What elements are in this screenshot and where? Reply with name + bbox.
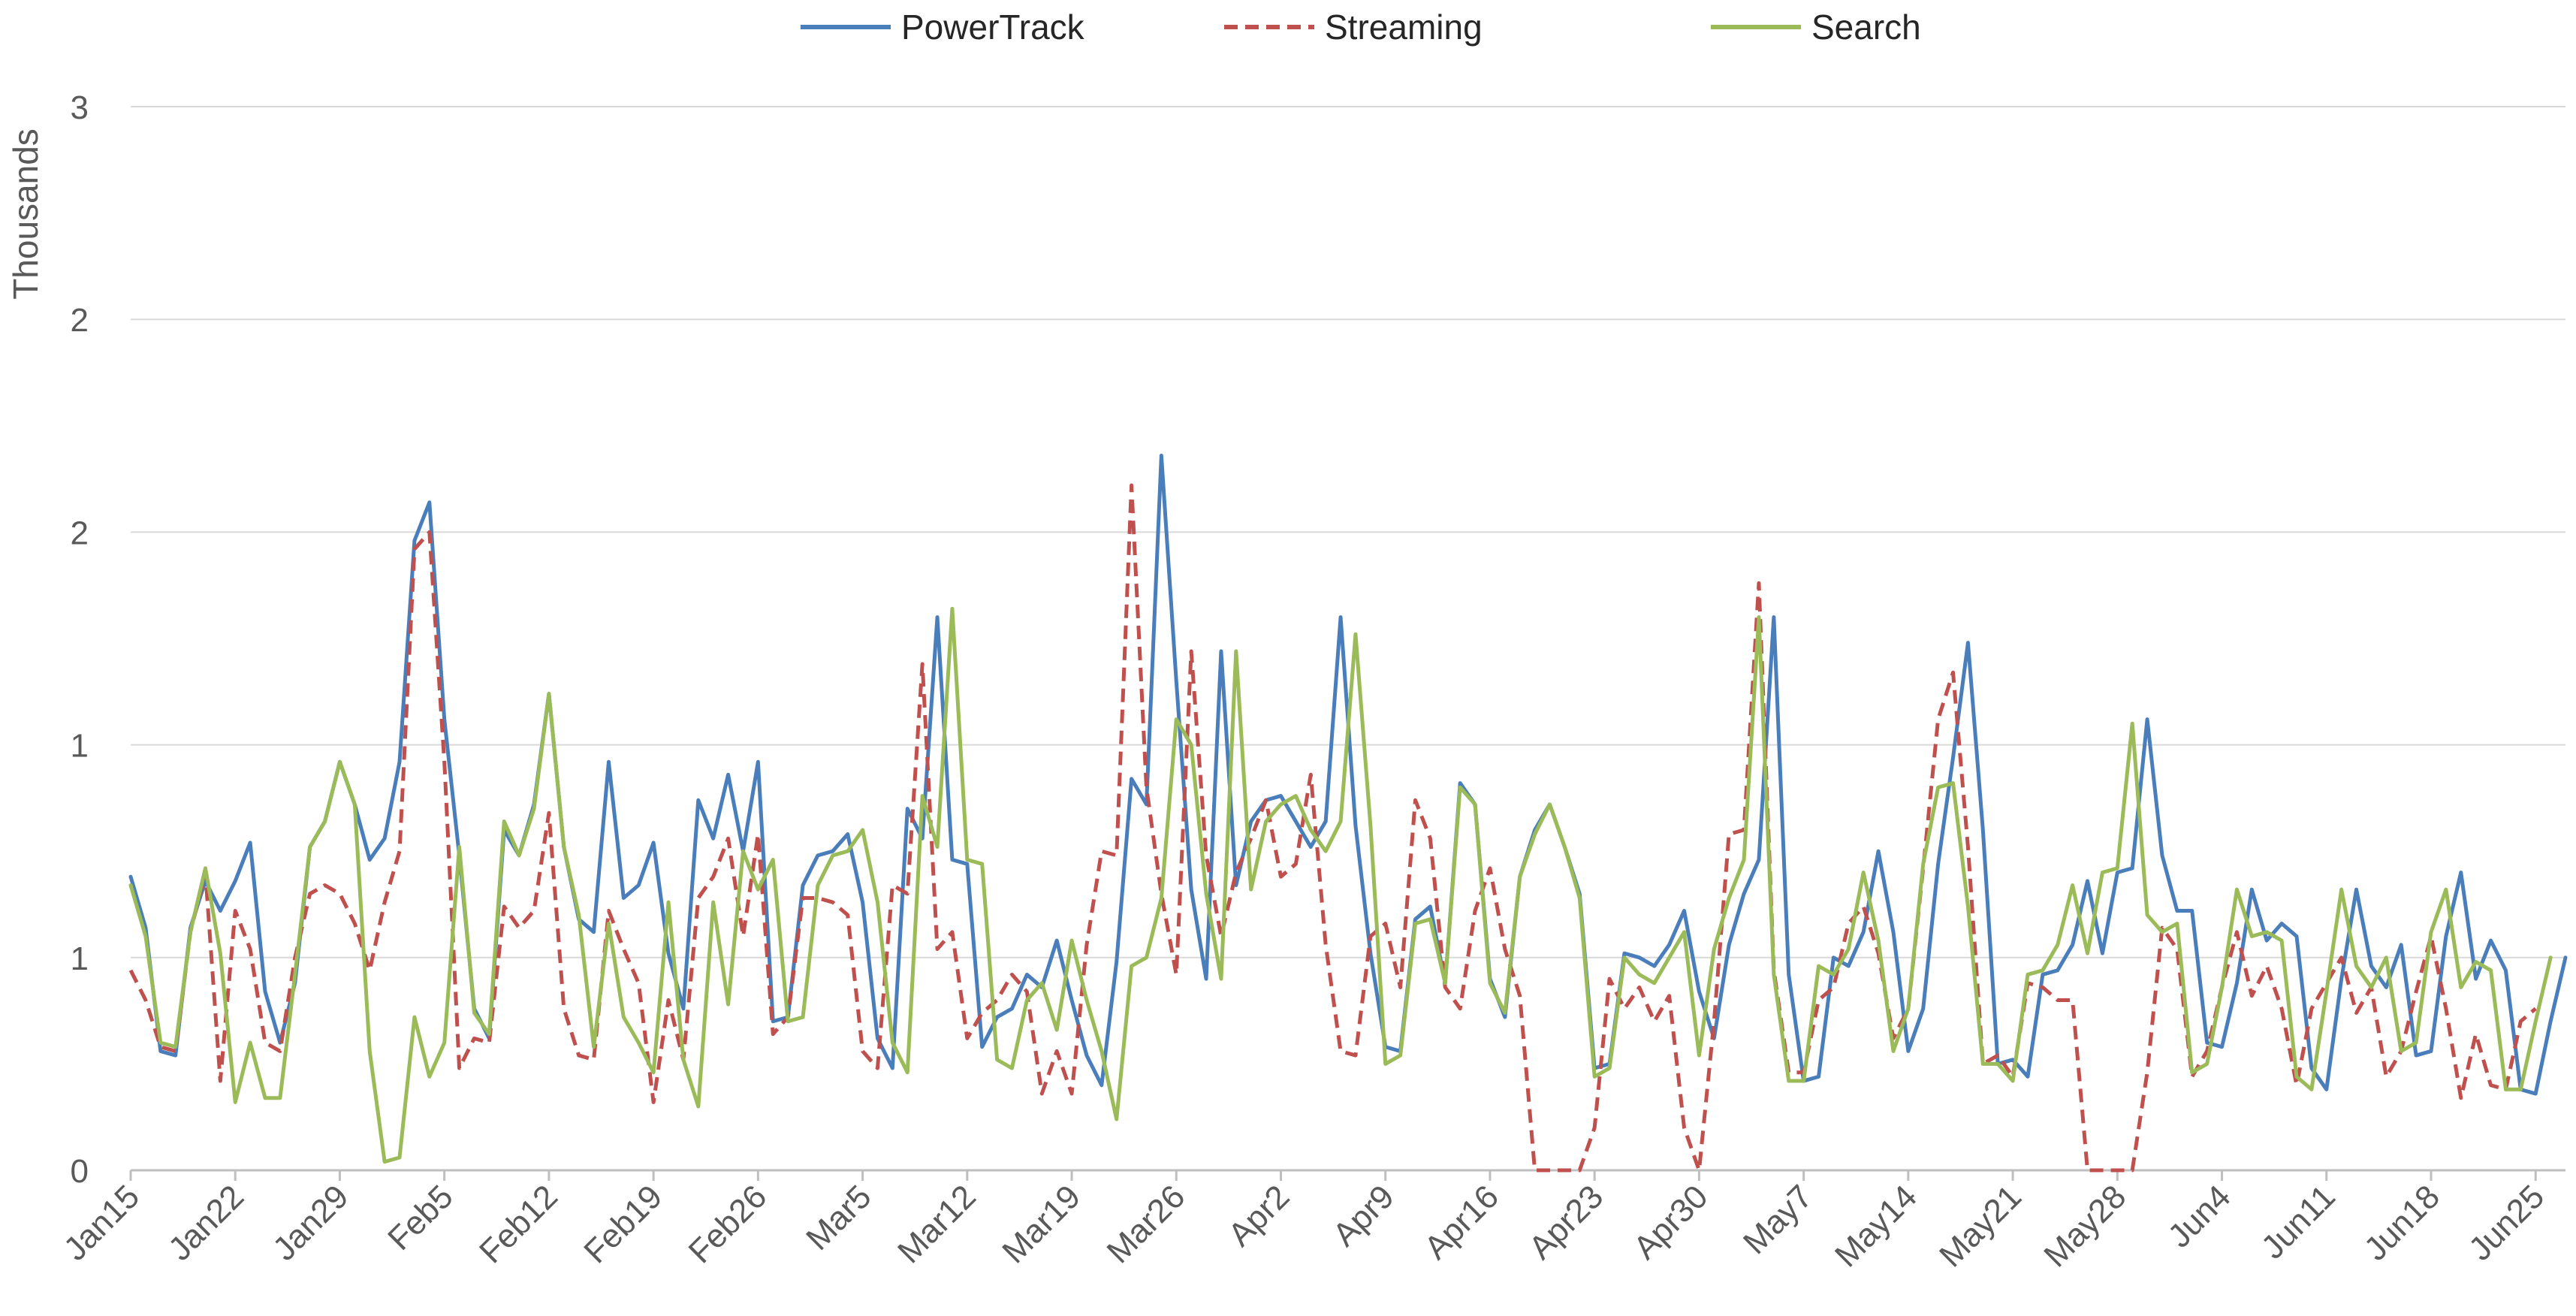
y-tick-label: 2 [71,302,89,339]
x-tick-label: Apr2 [1221,1178,1296,1253]
x-tick-label: Mar12 [891,1178,983,1270]
x-tick-label: Jan29 [266,1178,355,1267]
x-tick-label: Apr16 [1417,1178,1506,1266]
x-tick-label: Apr23 [1522,1178,1611,1266]
x-tick-label: May21 [1932,1178,2029,1274]
x-tick-label: Feb19 [577,1178,669,1270]
x-tick-label: May28 [2037,1178,2133,1274]
series-line-streaming [128,483,2537,1173]
x-tick-label: Jan22 [161,1178,251,1267]
legend: PowerTrack Streaming Search [801,8,1921,47]
y-tick-label: 1 [71,940,89,977]
gridlines [131,106,2565,958]
x-tick-label: Mar26 [1100,1178,1193,1270]
x-tick-label: Jun25 [2462,1178,2551,1267]
x-tick-label: Feb26 [682,1178,774,1270]
y-axis-title: Thousands [6,128,45,300]
x-tick-label: May14 [1828,1178,1924,1274]
y-axis-tick-labels: 0 1 1 2 2 3 [71,89,89,1190]
y-tick-label: 1 [71,728,89,765]
x-tick-label: Feb5 [381,1178,460,1257]
legend-label-streaming: Streaming [1325,8,1483,47]
x-axis [129,1169,2565,1181]
x-tick-label: Apr9 [1326,1178,1401,1253]
series-line-search [128,606,2553,1164]
y-tick-label: 0 [71,1153,89,1190]
x-tick-label: May7 [1736,1178,1820,1261]
x-tick-label: Jun11 [2255,1178,2342,1266]
y-tick-label: 2 [71,515,89,551]
legend-label-powertrack: PowerTrack [901,8,1085,47]
x-tick-label: Feb12 [472,1178,565,1270]
y-tick-label: 3 [71,89,89,126]
series-layer [128,453,2568,1173]
x-tick-label: Jun18 [2357,1178,2447,1267]
x-tick-label: Mar19 [995,1178,1087,1270]
x-tick-label: Jun4 [2161,1178,2237,1254]
x-tick-label: Mar5 [799,1178,879,1257]
x-axis-tick-labels: Jan15 Jan22 Jan29 Feb5 Feb12 Feb19 Feb26 Mar5 Ma… [57,1178,2552,1274]
legend-label-search: Search [1811,8,1921,47]
x-tick-label: Apr30 [1627,1178,1715,1266]
x-tick-label: Jan15 [57,1178,146,1267]
